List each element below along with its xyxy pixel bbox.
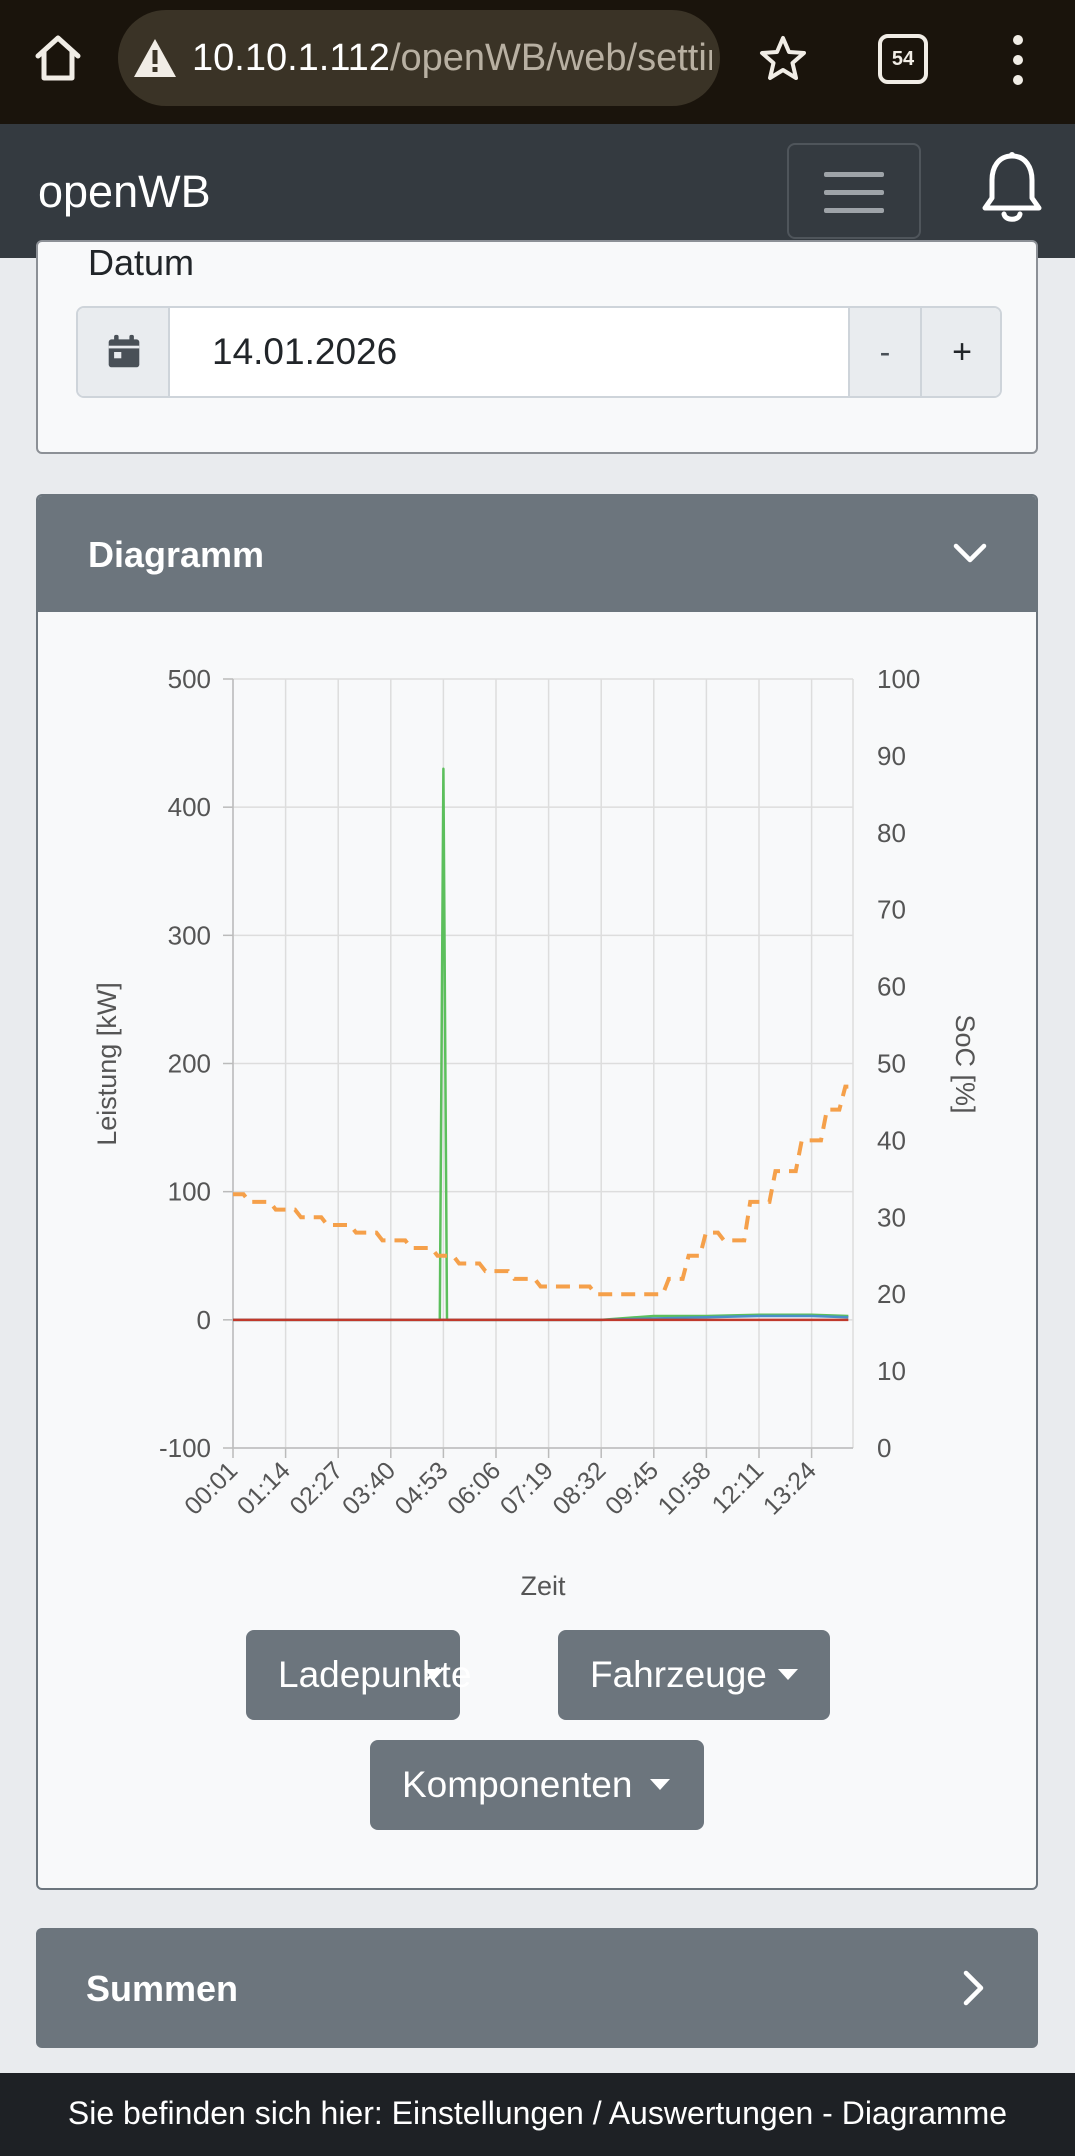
y-tick-label: -100 bbox=[159, 1433, 211, 1463]
app-navbar: openWB bbox=[0, 124, 1075, 258]
calendar-addon[interactable] bbox=[78, 308, 170, 396]
x-tick-label: 12:11 bbox=[707, 1456, 770, 1519]
date-label: Datum bbox=[88, 242, 195, 283]
x-tick-label: 06:06 bbox=[442, 1456, 506, 1520]
y-tick-label: 100 bbox=[168, 1177, 211, 1207]
summen-title: Summen bbox=[86, 1968, 239, 2009]
x-tick-label: 13:24 bbox=[758, 1456, 822, 1520]
brand-title[interactable]: openWB bbox=[38, 166, 211, 217]
power-series-line-0 bbox=[233, 767, 849, 1322]
breadcrumb-footer: Sie befinden sich hier: Einstellungen / … bbox=[0, 2073, 1075, 2156]
summen-header[interactable]: Summen bbox=[36, 1928, 1038, 2048]
y2-tick-label: 40 bbox=[877, 1125, 906, 1155]
date-input-group: - + bbox=[76, 306, 1002, 398]
y2-tick-label: 60 bbox=[877, 972, 906, 1002]
diagram-title: Diagramm bbox=[88, 534, 265, 575]
calendar-icon bbox=[108, 334, 140, 368]
url-text[interactable]: 10.10.1.112/openWB/web/settin bbox=[192, 34, 712, 82]
y-tick-label: 0 bbox=[197, 1305, 211, 1335]
more-vert-icon[interactable] bbox=[1000, 32, 1036, 88]
caret-down-icon bbox=[424, 1669, 444, 1680]
soc-series-line bbox=[233, 1084, 849, 1297]
chevron-down-icon[interactable] bbox=[950, 536, 990, 572]
y2-tick-label: 30 bbox=[877, 1202, 906, 1232]
x-tick-label: 03:40 bbox=[337, 1456, 401, 1520]
caret-down-icon bbox=[650, 1779, 670, 1790]
browser-toolbar: 10.10.1.112/openWB/web/settin 54 bbox=[0, 0, 1075, 124]
url-host: 10.10.1.112 bbox=[192, 37, 390, 79]
y-tick-label: 400 bbox=[168, 792, 211, 822]
x-tick-label: 08:32 bbox=[547, 1456, 611, 1520]
date-card: Datum - + bbox=[36, 240, 1038, 454]
fahrzeuge-dropdown[interactable]: Fahrzeuge bbox=[558, 1630, 830, 1720]
date-input[interactable] bbox=[172, 308, 848, 396]
diagram-card: Diagramm 00:01 01:14 02:27 03:40 04:53 06:06 0… bbox=[36, 494, 1038, 1890]
date-plus-button[interactable]: + bbox=[920, 308, 1000, 396]
bell-icon[interactable] bbox=[980, 150, 1044, 228]
address-bar[interactable]: 10.10.1.112/openWB/web/settin bbox=[118, 10, 720, 106]
y2-tick-label: 90 bbox=[877, 741, 906, 771]
y2-tick-label: 70 bbox=[877, 895, 906, 925]
y-tick-label: 500 bbox=[168, 664, 211, 694]
hamburger-icon[interactable] bbox=[787, 143, 921, 239]
home-icon[interactable] bbox=[30, 30, 86, 86]
y2-tick-label: 100 bbox=[877, 664, 920, 694]
y-tick-label: 300 bbox=[168, 920, 211, 950]
x-tick-label: 01:14 bbox=[232, 1456, 296, 1520]
tabs-icon[interactable]: 54 bbox=[878, 34, 928, 84]
fahrzeuge-label: Fahrzeuge bbox=[590, 1654, 767, 1695]
caret-down-icon bbox=[778, 1669, 798, 1680]
komponenten-dropdown[interactable]: Komponenten bbox=[370, 1740, 704, 1830]
y2-tick-label: 20 bbox=[877, 1279, 906, 1309]
y-axis-title: Leistung [kW] bbox=[92, 982, 122, 1146]
x-tick-label: 00:01 bbox=[179, 1456, 243, 1520]
url-path: /openWB/web/settin bbox=[389, 37, 712, 79]
y2-tick-label: 0 bbox=[877, 1433, 891, 1463]
diagram-header[interactable]: Diagramm bbox=[38, 496, 1036, 612]
ladepunkte-dropdown[interactable]: Ladepunkte bbox=[246, 1630, 471, 1720]
y2-tick-label: 50 bbox=[877, 1049, 906, 1079]
x-axis-title: Zeit bbox=[520, 1571, 566, 1601]
warning-icon[interactable] bbox=[132, 36, 178, 80]
x-tick-label: 10:58 bbox=[653, 1456, 717, 1520]
x-tick-label: 09:45 bbox=[600, 1456, 664, 1520]
power-soc-chart: 00:0101:1402:2703:4004:5306:0607:1908:32… bbox=[92, 664, 980, 1601]
y-tick-label: 200 bbox=[168, 1049, 211, 1079]
komponenten-label: Komponenten bbox=[402, 1764, 633, 1805]
x-tick-label: 02:27 bbox=[284, 1456, 348, 1520]
x-tick-label: 07:19 bbox=[495, 1456, 559, 1520]
y2-tick-label: 80 bbox=[877, 818, 906, 848]
date-minus-button[interactable]: - bbox=[848, 308, 920, 396]
y2-axis-title: SoC [%] bbox=[950, 1014, 980, 1113]
x-tick-label: 04:53 bbox=[390, 1456, 454, 1520]
chevron-right-icon[interactable] bbox=[956, 1968, 990, 2008]
star-icon[interactable] bbox=[758, 34, 808, 84]
y2-tick-label: 10 bbox=[877, 1356, 906, 1386]
